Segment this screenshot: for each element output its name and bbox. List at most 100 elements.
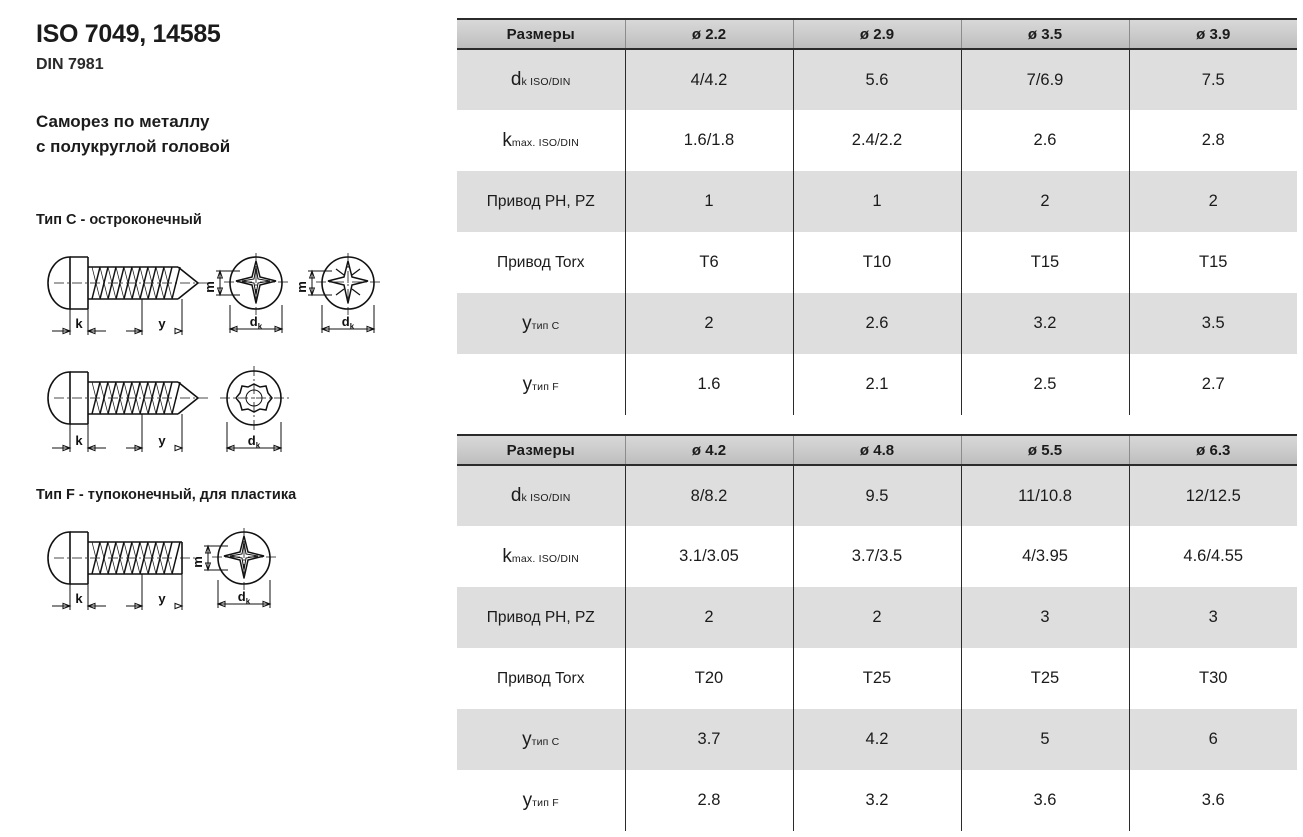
table-row: kmax. ISO/DIN 1.6/1.8 2.4/2.2 2.6 2.8 bbox=[457, 110, 1297, 171]
dim-label-m: m bbox=[190, 556, 205, 568]
row-label: dk ISO/DIN bbox=[457, 465, 625, 526]
table-cell-value: 7/6.9 bbox=[960, 49, 1129, 110]
row-label-subscript: тип F bbox=[532, 796, 559, 809]
table-cell-value: T25 bbox=[960, 648, 1129, 709]
row-label: Привод PH, PZ bbox=[457, 171, 625, 232]
row-label-lead: y bbox=[522, 789, 533, 811]
table-cell-value: T20 bbox=[624, 648, 793, 709]
table-row: kmax. ISO/DIN 3.1/3.05 3.7/3.5 4/3.95 4.6/4.… bbox=[457, 526, 1297, 587]
table-cell-value: T15 bbox=[1128, 232, 1297, 293]
left-info-panel: ISO 7049, 14585 DIN 7981 Саморез по мета… bbox=[0, 0, 440, 837]
column-header-diameter: ø 6.3 bbox=[1128, 434, 1297, 466]
column-header-diameter: ø 2.2 bbox=[624, 18, 793, 50]
table-cell-value: 2.5 bbox=[960, 354, 1129, 415]
row-label-lead: y bbox=[522, 312, 532, 334]
table-header-row: Размеры ø 4.2 ø 4.8 ø 5.5 ø 6.3 bbox=[457, 434, 1297, 466]
spec-table: Размеры ø 4.2 ø 4.8 ø 5.5 ø 6.3 dk ISO/DIN 8/8… bbox=[457, 434, 1297, 831]
table-cell-value: 3.2 bbox=[792, 770, 961, 831]
product-description: Саморез по металлу с полукруглой головой bbox=[36, 112, 231, 156]
table-cell-value: 1 bbox=[624, 171, 793, 232]
table-cell-value: 2.7 bbox=[1128, 354, 1297, 415]
table-cell-value: 1 bbox=[792, 171, 961, 232]
row-label: yтип F bbox=[457, 354, 625, 415]
row-label: yтип F bbox=[457, 770, 625, 831]
row-label-lead: d bbox=[510, 485, 522, 506]
table-cell-value: 3 bbox=[960, 587, 1129, 648]
row-label-subscript: k ISO/DIN bbox=[521, 492, 571, 504]
head-view-pozidriv: m dk bbox=[294, 253, 382, 333]
table-cell-value: 2.6 bbox=[960, 110, 1129, 171]
table-cell-value: 2 bbox=[792, 587, 961, 648]
table-cell-value: 4/4.2 bbox=[624, 49, 793, 110]
row-label-subscript: max. ISO/DIN bbox=[511, 136, 580, 149]
table-cell-value: T30 bbox=[1128, 648, 1297, 709]
table-cell-value: 5 bbox=[960, 709, 1129, 770]
screw-side-view-pointed: k y bbox=[47, 256, 208, 335]
column-header-diameter: ø 4.2 bbox=[624, 434, 793, 466]
table-cell-value: 4/3.95 bbox=[960, 526, 1129, 587]
table-cell-value: 3.2 bbox=[960, 293, 1129, 354]
dim-label-dk: dk bbox=[238, 589, 251, 606]
table-cell-value: 4.6/4.55 bbox=[1128, 526, 1297, 587]
standard-subtitle: DIN 7981 bbox=[36, 56, 104, 73]
table-cell-value: 3.6 bbox=[1128, 770, 1297, 831]
page-title: ISO 7049, 14585 bbox=[36, 20, 221, 48]
table-cell-value: 2.1 bbox=[792, 354, 961, 415]
table-cell-value: 8/8.2 bbox=[624, 465, 793, 526]
dim-label-y: y bbox=[158, 433, 166, 448]
column-header-dimension: Размеры bbox=[457, 434, 625, 466]
row-label-subscript: тип F bbox=[532, 380, 559, 393]
screw-side-view-blunt: k y bbox=[47, 531, 198, 610]
table-cell-value: 2.8 bbox=[624, 770, 793, 831]
table-row: yтип C 3.7 4.2 5 6 bbox=[457, 709, 1297, 770]
row-label-lead: y bbox=[522, 373, 533, 395]
head-view-phillips: m dk bbox=[202, 253, 290, 333]
table-cell-value: 11/10.8 bbox=[960, 465, 1129, 526]
head-view-torx: dk bbox=[220, 366, 290, 452]
spec-table: Размеры ø 2.2 ø 2.9 ø 3.5 ø 3.9 dk ISO/DIN 4/4… bbox=[457, 18, 1297, 415]
table-cell-value: 3.7/3.5 bbox=[792, 526, 961, 587]
drawing-type-c-ph-pz: k y bbox=[30, 245, 400, 345]
table-cell-value: 5.6 bbox=[792, 49, 961, 110]
row-label: kmax. ISO/DIN bbox=[457, 526, 625, 587]
row-label: Привод Torx bbox=[457, 232, 625, 293]
table-cell-value: 2.8 bbox=[1128, 110, 1297, 171]
type-c-caption: Тип C - остроконечный bbox=[36, 212, 202, 228]
row-label-subscript: k ISO/DIN bbox=[521, 76, 571, 88]
table-cell-value: 3.5 bbox=[1128, 293, 1297, 354]
table-row: Привод PH, PZ 2 2 3 3 bbox=[457, 587, 1297, 648]
table-header-row: Размеры ø 2.2 ø 2.9 ø 3.5 ø 3.9 bbox=[457, 18, 1297, 50]
table-cell-value: 2 bbox=[624, 587, 793, 648]
column-header-diameter: ø 2.9 bbox=[792, 18, 961, 50]
table-row: dk ISO/DIN 8/8.2 9.5 11/10.8 12/12.5 bbox=[457, 465, 1297, 526]
table-cell-value: 3.1/3.05 bbox=[624, 526, 793, 587]
dim-label-y: y bbox=[158, 316, 166, 331]
row-label: kmax. ISO/DIN bbox=[457, 110, 625, 171]
row-label-lead: k bbox=[502, 545, 512, 567]
dim-label-dk: dk bbox=[250, 314, 263, 331]
drawing-type-f-ph: k y bbox=[30, 520, 320, 620]
drawing-type-c-torx: k y bbox=[30, 360, 320, 465]
table-row: yтип F 1.6 2.1 2.5 2.7 bbox=[457, 354, 1297, 415]
table-cell-value: T10 bbox=[792, 232, 961, 293]
table-row: yтип F 2.8 3.2 3.6 3.6 bbox=[457, 770, 1297, 831]
column-header-diameter: ø 5.5 bbox=[960, 434, 1129, 466]
dim-label-m: m bbox=[202, 281, 217, 293]
dim-label-k: k bbox=[75, 591, 83, 606]
table-cell-value: 6 bbox=[1128, 709, 1297, 770]
row-label-subscript: max. ISO/DIN bbox=[511, 552, 580, 565]
table-row: Привод Torx T20 T25 T25 T30 bbox=[457, 648, 1297, 709]
table-cell-value: 1.6/1.8 bbox=[624, 110, 793, 171]
table-cell-value: 4.2 bbox=[792, 709, 961, 770]
screw-side-view-pointed: k y bbox=[47, 371, 208, 452]
row-label: dk ISO/DIN bbox=[457, 49, 625, 110]
row-label-subscript: тип C bbox=[531, 735, 560, 748]
dim-label-k: k bbox=[75, 316, 83, 331]
table-row: yтип C 2 2.6 3.2 3.5 bbox=[457, 293, 1297, 354]
table-cell-value: 1.6 bbox=[624, 354, 793, 415]
table-cell-value: 2 bbox=[1128, 171, 1297, 232]
table-cell-value: 2 bbox=[960, 171, 1129, 232]
column-header-dimension: Размеры bbox=[457, 18, 625, 50]
row-label: yтип C bbox=[457, 293, 625, 354]
